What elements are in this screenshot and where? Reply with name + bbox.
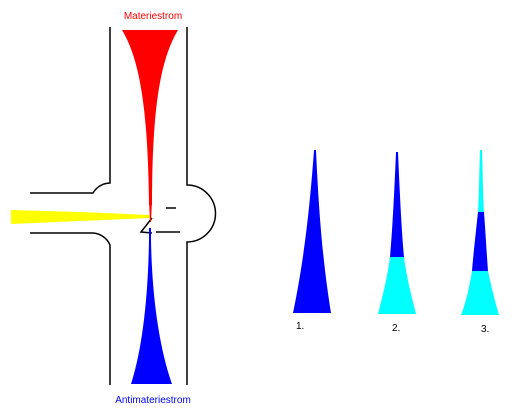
step-2-spike: [378, 152, 416, 314]
step-1-blue-body: [293, 150, 331, 313]
matter-stream: [122, 30, 178, 205]
step-1-spike: [293, 150, 331, 313]
antimatter-stream-label: Antimateriestrom: [115, 395, 191, 406]
chamber-left-wall: [30, 27, 111, 194]
step-3-cyan-tip: [478, 150, 484, 212]
step-3-label: 3.: [481, 324, 490, 335]
step-2-cyan-body: [378, 257, 416, 314]
antimatter-stream: [131, 240, 172, 384]
chamber-left-wall-lower: [30, 232, 111, 385]
step-2-label: 2.: [392, 323, 401, 334]
antimatter-stream-tip: [149, 228, 151, 245]
chamber-outline: [30, 27, 217, 385]
chamber-right-wall: [186, 27, 217, 385]
chamber-inlet-flap: [139, 207, 180, 234]
matter-stream-label: Materiestrom: [123, 11, 183, 22]
step-3-blue-body: [472, 212, 488, 271]
step-3-cyan-body: [461, 271, 499, 315]
step-1-label: 1.: [296, 321, 305, 332]
step-3-spike: [461, 150, 499, 315]
fuel-beam: [11, 210, 150, 224]
matter-stream-tip: [149, 200, 152, 222]
step-2-blue-body: [390, 152, 404, 257]
